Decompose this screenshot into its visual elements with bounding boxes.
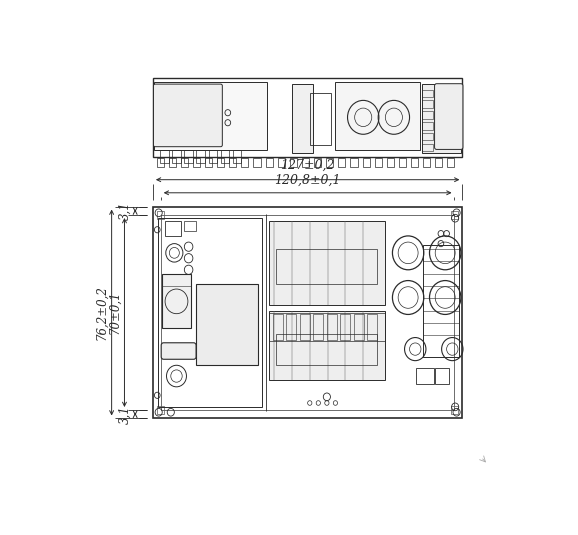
Text: 76,2±0,2: 76,2±0,2: [95, 285, 108, 340]
Bar: [242, 158, 249, 167]
Bar: [423, 111, 433, 119]
Bar: [399, 158, 406, 167]
Text: 3,1: 3,1: [118, 405, 132, 424]
Bar: [423, 133, 433, 140]
Bar: [269, 220, 384, 305]
Bar: [205, 158, 212, 167]
Bar: [290, 158, 297, 167]
Bar: [157, 158, 164, 167]
Bar: [416, 369, 434, 384]
Bar: [362, 158, 370, 167]
Bar: [165, 220, 181, 236]
Bar: [350, 158, 358, 167]
Bar: [451, 406, 458, 414]
Bar: [162, 274, 191, 328]
Bar: [435, 158, 442, 167]
Bar: [154, 82, 267, 150]
Bar: [169, 158, 176, 167]
Bar: [423, 84, 461, 153]
Bar: [300, 315, 310, 340]
Bar: [354, 315, 364, 340]
Bar: [181, 158, 188, 167]
Bar: [276, 249, 377, 284]
Bar: [375, 158, 381, 167]
Bar: [273, 315, 283, 340]
Bar: [423, 122, 433, 129]
Bar: [423, 158, 430, 167]
Bar: [447, 158, 454, 167]
Bar: [423, 245, 459, 357]
FancyBboxPatch shape: [435, 83, 463, 149]
Bar: [184, 150, 193, 163]
Bar: [197, 150, 205, 163]
Bar: [313, 315, 323, 340]
Bar: [229, 158, 236, 167]
Bar: [157, 406, 164, 414]
Bar: [196, 284, 258, 364]
Bar: [310, 94, 331, 145]
Text: 3,1: 3,1: [118, 202, 132, 220]
Bar: [233, 150, 242, 163]
Bar: [277, 158, 285, 167]
Bar: [217, 158, 224, 167]
Bar: [276, 334, 377, 364]
Bar: [435, 369, 450, 384]
Bar: [423, 89, 433, 97]
Bar: [160, 150, 169, 163]
Text: 70±0,1: 70±0,1: [108, 291, 121, 334]
Bar: [265, 158, 273, 167]
Bar: [387, 158, 394, 167]
Bar: [302, 158, 309, 167]
Bar: [172, 150, 181, 163]
Text: 127±0,2: 127±0,2: [280, 159, 335, 172]
Bar: [153, 207, 462, 418]
Bar: [184, 220, 196, 231]
Bar: [153, 78, 462, 157]
Bar: [423, 143, 433, 151]
Text: 120,8±0,1: 120,8±0,1: [275, 174, 341, 187]
FancyBboxPatch shape: [154, 84, 223, 147]
Bar: [221, 150, 229, 163]
Bar: [338, 158, 346, 167]
Bar: [157, 211, 164, 219]
Bar: [209, 150, 217, 163]
Bar: [327, 315, 337, 340]
Bar: [423, 101, 433, 108]
Bar: [269, 313, 384, 341]
Bar: [335, 82, 420, 150]
Bar: [314, 158, 321, 167]
Bar: [411, 158, 418, 167]
Bar: [451, 211, 458, 219]
Bar: [340, 315, 350, 340]
Bar: [292, 84, 313, 153]
Bar: [193, 158, 200, 167]
Bar: [286, 315, 296, 340]
Bar: [269, 311, 384, 380]
FancyBboxPatch shape: [161, 343, 196, 360]
Bar: [326, 158, 334, 167]
Bar: [368, 315, 377, 340]
Bar: [158, 218, 262, 407]
Bar: [254, 158, 261, 167]
Bar: [161, 215, 454, 410]
